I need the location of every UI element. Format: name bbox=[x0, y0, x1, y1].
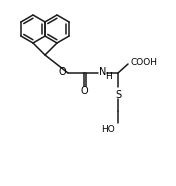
Text: O: O bbox=[58, 67, 66, 77]
Text: COOH: COOH bbox=[130, 57, 158, 67]
Text: HO: HO bbox=[101, 124, 115, 134]
Text: O: O bbox=[80, 86, 88, 96]
Text: N: N bbox=[99, 67, 106, 77]
Text: H: H bbox=[105, 71, 112, 81]
Text: S: S bbox=[115, 90, 121, 100]
